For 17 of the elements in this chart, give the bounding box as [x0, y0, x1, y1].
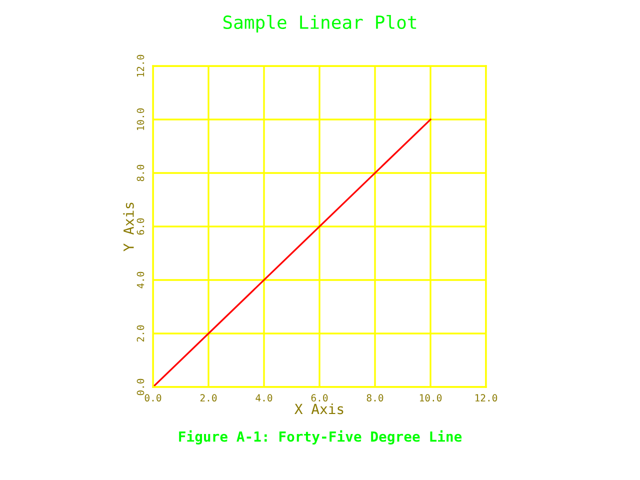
x-tick-label: 6.0	[311, 394, 328, 402]
y-tick-label: 8.0	[136, 164, 144, 182]
x-tick-label: 2.0	[200, 394, 217, 402]
x-axis-title: X Axis	[294, 403, 344, 414]
text: Figure A-1: Forty-Five Degree Line	[179, 430, 462, 444]
x-tick-label: 12.0	[475, 394, 498, 402]
x-tick-label: 8.0	[366, 394, 384, 402]
x-tick-label: 10.0	[420, 394, 442, 402]
y-axis-title: Y Axis	[123, 202, 134, 252]
y-tick-label: 6.0	[136, 218, 144, 235]
chart-title: Sample Linear Plot	[223, 14, 416, 33]
y-tick-label: 10.0	[136, 108, 144, 130]
x-tick-label: 4.0	[256, 394, 272, 402]
x-tick-label: 0.0	[144, 394, 162, 402]
y-tick-label: 4.0	[136, 272, 144, 288]
y-tick-label: 12.0	[136, 54, 144, 77]
y-tick-label: 2.0	[136, 325, 144, 342]
